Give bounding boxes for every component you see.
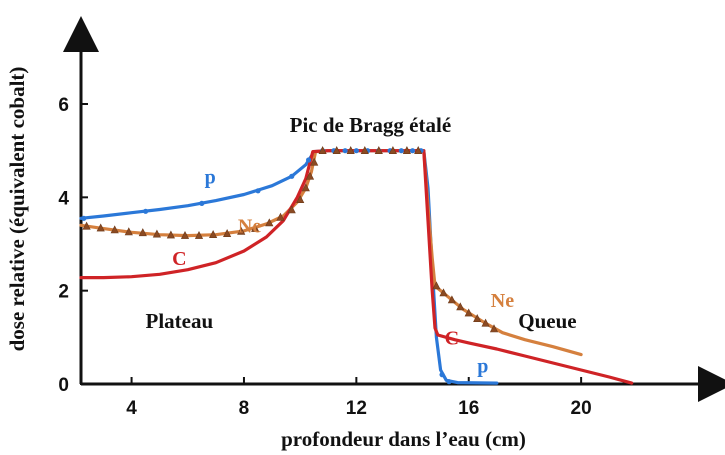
data-point-ne	[447, 295, 456, 304]
data-point-ne	[124, 227, 133, 236]
data-point-ne	[305, 171, 315, 180]
data-point-p	[81, 215, 87, 221]
data-point-p	[398, 148, 404, 154]
data-point-ne	[318, 146, 327, 154]
x-tick-label: 12	[346, 398, 367, 419]
x-tick-label: 20	[571, 398, 592, 419]
data-point-ne	[402, 146, 411, 154]
data-point-ne	[82, 221, 91, 230]
data-point-ne	[489, 324, 499, 333]
x-tick-label: 8	[239, 398, 250, 419]
data-point-p	[409, 148, 416, 154]
data-point-p	[289, 173, 295, 179]
data-point-ne	[332, 146, 341, 154]
data-point-ne	[439, 288, 448, 297]
data-point-ne	[223, 229, 232, 237]
series-label-p: p	[477, 355, 488, 377]
data-point-ne	[138, 228, 147, 237]
series-label-c: C	[172, 248, 186, 270]
series-label-c: C	[445, 327, 459, 349]
data-point-ne	[251, 223, 260, 232]
data-point-ne	[301, 183, 310, 192]
data-point-p	[255, 188, 261, 194]
data-point-p	[353, 148, 359, 154]
data-point-ne	[276, 212, 285, 221]
x-tick-label: 16	[458, 398, 479, 419]
y-tick-label: 4	[58, 188, 69, 209]
x-axis-title: profondeur dans l’eau (cm)	[281, 427, 526, 451]
data-point-ne	[432, 281, 441, 290]
data-point-ne	[209, 230, 218, 238]
data-point-ne	[464, 308, 473, 317]
data-point-p	[342, 148, 348, 154]
data-point-ne	[310, 157, 319, 166]
data-point-ne	[180, 230, 190, 239]
data-point-ne	[194, 230, 204, 239]
data-point-ne	[481, 318, 490, 327]
data-point-ne	[296, 195, 305, 203]
axes-group: 4 8 12 16 20 0 2 4 6 profondeur dans l’eau (cm) do…	[5, 16, 725, 451]
annotation-label: Plateau	[146, 309, 214, 333]
data-point-p	[143, 208, 149, 214]
x-tick-label: 4	[126, 398, 137, 419]
data-point-ne	[287, 205, 296, 214]
data-point-ne	[110, 225, 119, 234]
series-label-ne: Ne	[238, 215, 261, 237]
data-point-ne	[414, 146, 423, 154]
annotation-label: Queue	[518, 309, 576, 333]
data-point-ne	[166, 230, 175, 239]
y-tick-label: 0	[58, 375, 69, 396]
series-line-c	[79, 149, 634, 385]
data-point-ne	[473, 314, 482, 323]
data-point-ne	[456, 302, 465, 311]
annotation-label: Pic de Bragg étalé	[290, 113, 452, 137]
markers-group	[81, 146, 499, 385]
data-point-ne	[96, 223, 105, 232]
data-point-p	[446, 379, 452, 385]
data-point-ne	[346, 146, 355, 154]
data-point-ne	[374, 146, 383, 154]
data-point-ne	[360, 146, 369, 154]
data-point-p	[199, 200, 205, 206]
series-group	[79, 149, 634, 385]
data-point-ne	[152, 229, 161, 238]
data-point-ne	[388, 146, 397, 154]
labels-group: p Ne C Ne Cp Pic de Bragg étalé Plateau Queue	[146, 113, 577, 377]
y-tick-label: 6	[58, 95, 69, 116]
data-point-ne	[265, 218, 274, 227]
series-label-p: p	[205, 166, 216, 188]
data-point-p	[439, 372, 445, 378]
data-point-p	[305, 157, 312, 163]
y-tick-label: 2	[58, 282, 69, 303]
y-axis-title: dose relative (équivalent cobalt)	[5, 67, 29, 352]
series-label-ne: Ne	[491, 290, 514, 312]
data-point-ne	[237, 226, 246, 235]
